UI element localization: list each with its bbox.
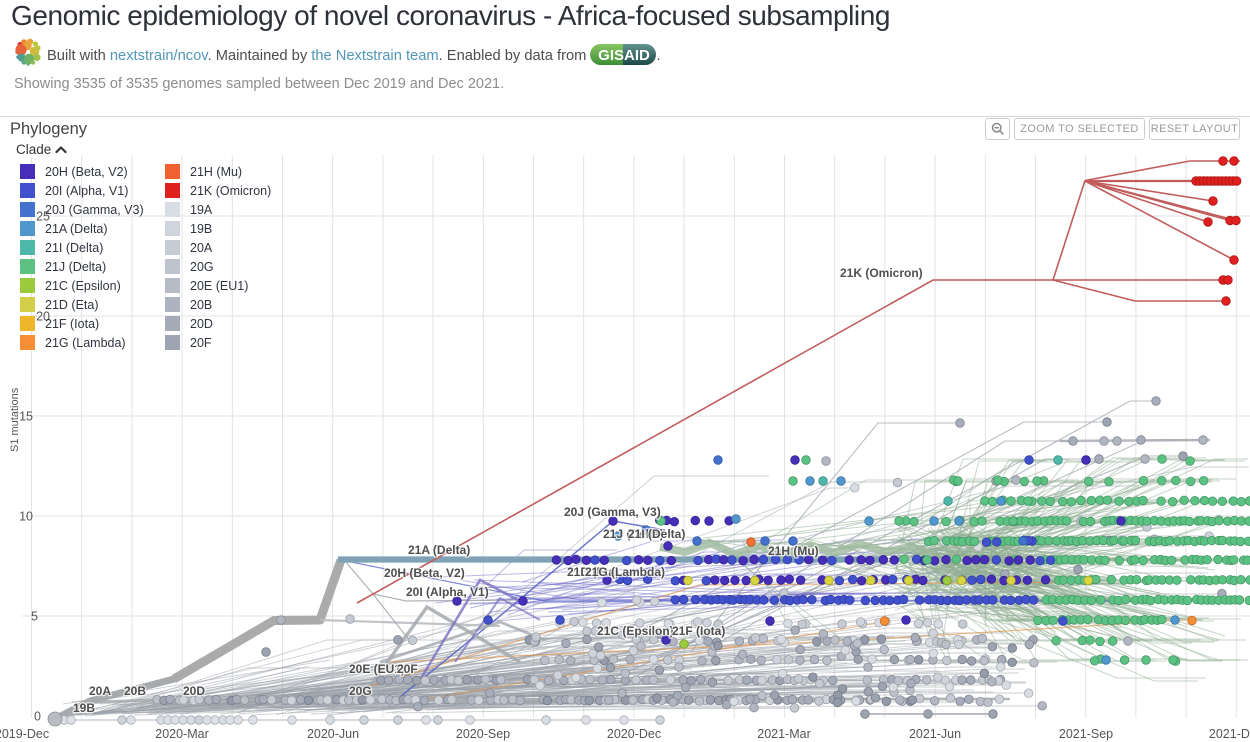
svg-text:21I (Delta): 21I (Delta) (628, 527, 685, 541)
svg-text:20: 20 (36, 310, 50, 324)
svg-text:2020-Jun: 2020-Jun (307, 727, 359, 741)
svg-text:2021-Jun: 2021-Jun (909, 727, 961, 741)
svg-text:20J (Gamma, V3): 20J (Gamma, V3) (564, 505, 661, 519)
svg-text:2020-Sep: 2020-Sep (456, 727, 510, 741)
svg-text:20H (Beta, V2): 20H (Beta, V2) (384, 566, 465, 580)
svg-text:0: 0 (34, 710, 41, 724)
svg-text:20B: 20B (124, 684, 146, 698)
svg-text:2021-Sep: 2021-Sep (1059, 727, 1113, 741)
svg-text:2020-Dec: 2020-Dec (607, 727, 661, 741)
svg-text:2021-Dec: 2021-Dec (1209, 727, 1250, 741)
svg-text:20I (Alpha, V1): 20I (Alpha, V1) (406, 585, 489, 599)
svg-text:20A: 20A (89, 684, 111, 698)
svg-text:20D: 20D (183, 684, 205, 698)
svg-text:21J (Delta): 21J (Delta) (603, 527, 664, 541)
svg-text:2020-Mar: 2020-Mar (155, 727, 209, 741)
svg-text:15: 15 (19, 410, 33, 424)
svg-text:19B: 19B (73, 701, 95, 715)
svg-text:21K (Omicron): 21K (Omicron) (840, 266, 923, 280)
svg-text:S1 mutations: S1 mutations (9, 387, 21, 452)
svg-text:2021-Mar: 2021-Mar (757, 727, 811, 741)
svg-text:5: 5 (31, 610, 38, 624)
svg-text:21C (Epsilon): 21C (Epsilon) (597, 624, 674, 638)
svg-text:25: 25 (36, 210, 50, 224)
svg-text:21A (Delta): 21A (Delta) (408, 543, 470, 557)
svg-text:21H (Mu): 21H (Mu) (768, 544, 819, 558)
svg-text:20E (EU1): 20E (EU1) (349, 662, 405, 676)
svg-text:21F (Iota): 21F (Iota) (672, 624, 725, 638)
svg-text:21G (Lambda): 21G (Lambda) (585, 565, 665, 579)
svg-text:21D (Eta): 21D (Eta) (567, 565, 619, 579)
svg-text:GISAID: GISAID (599, 47, 651, 64)
svg-text:2019-Dec: 2019-Dec (0, 727, 49, 741)
svg-text:20G: 20G (349, 684, 372, 698)
svg-text:10: 10 (19, 510, 33, 524)
svg-text:20F: 20F (397, 662, 418, 676)
